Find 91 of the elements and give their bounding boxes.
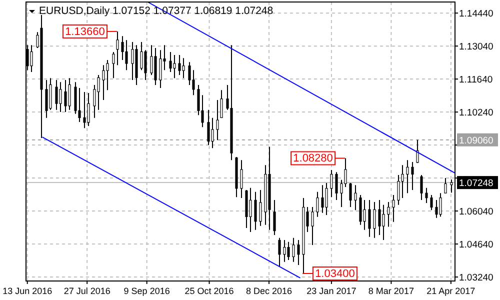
candlestick (68, 78, 71, 110)
candlestick (283, 240, 286, 262)
candlestick (249, 187, 252, 232)
candlestick (354, 184, 357, 211)
candlestick (59, 82, 62, 113)
candlestick (316, 191, 319, 218)
candlestick (64, 79, 67, 113)
candlestick (278, 237, 281, 268)
y-tick-label: 1.06040 (459, 206, 494, 218)
candlestick (325, 182, 328, 216)
candlestick (435, 199, 438, 218)
candlestick (116, 30, 119, 66)
candlestick (192, 70, 195, 96)
candlestick (368, 199, 371, 238)
candlestick (273, 199, 276, 236)
y-tick-label: 1.10240 (459, 108, 494, 119)
candlestick (207, 109, 210, 146)
candlestick (444, 178, 447, 194)
ref-line-label: 1.09060 (459, 135, 494, 146)
candlestick (112, 51, 115, 79)
annotation: 1.03400 (315, 268, 355, 280)
candlestick (297, 240, 300, 266)
candlestick (97, 74, 100, 110)
candlestick (416, 139, 419, 164)
candlestick (154, 47, 157, 86)
candlestick (401, 164, 404, 199)
candlestick (55, 79, 58, 110)
x-tick-label: 8 Mar 2017 (368, 286, 414, 296)
candlestick (78, 88, 81, 122)
candlestick (83, 92, 86, 129)
candlestick (259, 190, 262, 226)
candlestick (420, 174, 423, 200)
candlestick (321, 184, 324, 214)
candlestick (397, 174, 400, 206)
x-tick-label: 13 Jun 2016 (2, 286, 52, 296)
candlestick (216, 100, 219, 141)
candlestick (169, 51, 172, 72)
ref-line-label: 1.07248 (459, 178, 494, 190)
annotation: 1.08280 (293, 152, 333, 165)
y-tick-label: 1.13040 (459, 42, 494, 53)
candlestick (45, 79, 48, 118)
candlestick (311, 206, 314, 246)
candlestick (173, 54, 176, 79)
candlestick (87, 92, 90, 126)
x-tick-label: 9 Sep 2016 (124, 286, 170, 296)
candlestick (220, 90, 223, 118)
candlestick (131, 42, 134, 80)
candlestick (30, 44, 33, 72)
candlestick (363, 199, 366, 230)
candlestick (425, 187, 428, 204)
candlestick (450, 179, 453, 194)
candlestick (382, 204, 385, 240)
x-tick-label: 25 Oct 2016 (184, 286, 234, 296)
candlestick (378, 199, 381, 236)
y-tick-label: 1.04640 (459, 240, 494, 251)
candlestick (287, 241, 290, 261)
candlestick (159, 50, 162, 89)
candlestick (125, 40, 128, 71)
candlestick (240, 160, 243, 199)
candlestick (102, 64, 105, 101)
candlestick (49, 78, 52, 110)
candlestick (330, 170, 333, 198)
y-tick-label: 1.03240 (459, 272, 494, 284)
candlestick (392, 194, 395, 222)
candlestick (359, 194, 362, 226)
candlestick (292, 237, 295, 262)
candlestick (121, 36, 124, 60)
candlestick (254, 191, 257, 230)
x-tick-label: 8 Dec 2016 (246, 286, 292, 296)
candlestick (178, 54, 181, 76)
x-tick-label: 27 Jul 2016 (64, 286, 110, 296)
x-tick-label: 23 Jan 2017 (306, 286, 356, 296)
candlestick (430, 194, 433, 211)
y-tick-label: 1.14440 (459, 8, 494, 20)
candlestick (387, 202, 390, 228)
candlestick (411, 162, 414, 191)
candlestick (439, 192, 442, 218)
candlestick (106, 59, 109, 91)
x-tick-label: 21 Apr 2017 (426, 286, 476, 296)
candlestick (349, 182, 352, 208)
candlestick (211, 117, 214, 149)
annotation: 1.13660 (65, 26, 105, 38)
candlestick (406, 160, 409, 194)
candlestick (182, 58, 185, 79)
candlestick (144, 50, 147, 80)
candlestick (74, 82, 77, 114)
y-tick-label: 1.11640 (459, 74, 493, 86)
candlestick (335, 172, 338, 200)
candlestick (373, 202, 376, 238)
candlestick (188, 62, 191, 86)
candlestick (140, 42, 143, 71)
